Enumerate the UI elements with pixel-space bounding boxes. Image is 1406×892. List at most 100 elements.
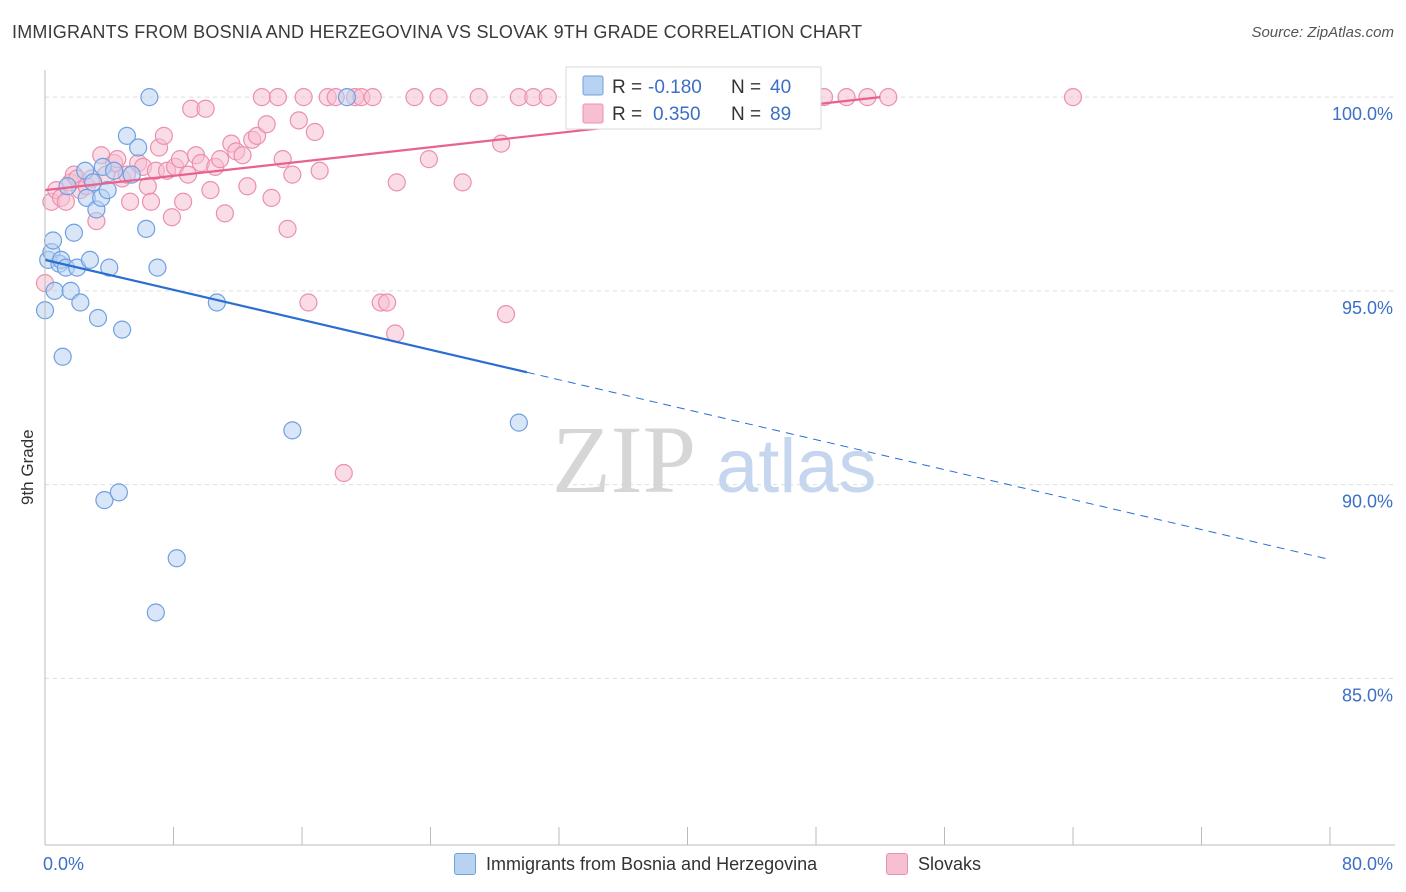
data-point-slovaks xyxy=(363,88,382,107)
data-point-slovaks xyxy=(170,150,190,169)
y-tick-label: 100.0% xyxy=(1332,104,1393,124)
data-point-slovaks xyxy=(121,192,140,211)
data-point-bosnia xyxy=(129,138,148,157)
legend-n-value-1: 40 xyxy=(770,77,791,98)
data-point-bosnia xyxy=(84,173,103,192)
chart-title: IMMIGRANTS FROM BOSNIA AND HERZEGOVINA V… xyxy=(12,22,863,42)
trend-line-bosnia xyxy=(44,258,528,374)
data-point-bosnia xyxy=(207,293,226,312)
legend-label-bosnia: Immigrants from Bosnia and Herzegovina xyxy=(486,853,818,874)
data-point-slovaks xyxy=(387,173,406,192)
y-tick-label: 95.0% xyxy=(1342,298,1393,318)
data-point-slovaks xyxy=(233,146,252,165)
y-axis-title: 9th Grade xyxy=(18,429,37,505)
data-point-slovaks xyxy=(278,219,297,238)
data-point-slovaks xyxy=(210,150,230,169)
data-point-bosnia xyxy=(283,421,302,440)
legend-swatch-blue xyxy=(582,75,604,96)
data-point-slovaks xyxy=(283,165,302,184)
data-point-slovaks xyxy=(257,115,276,134)
data-point-slovaks xyxy=(310,161,329,180)
data-point-bosnia xyxy=(88,308,108,328)
data-point-slovaks xyxy=(56,192,75,211)
legend-swatch-pink xyxy=(582,103,604,124)
data-point-slovaks xyxy=(262,188,281,207)
data-point-slovaks xyxy=(334,463,353,483)
data-point-bosnia xyxy=(80,250,100,269)
data-point-slovaks xyxy=(201,181,220,200)
data-point-slovaks xyxy=(538,88,557,107)
data-point-bosnia xyxy=(112,320,132,339)
x-tick-label: 80.0% xyxy=(1342,854,1393,874)
legend-item-slovaks[interactable]: Slovaks xyxy=(886,852,981,876)
data-point-bosnia xyxy=(146,603,165,622)
data-point-bosnia xyxy=(167,549,186,568)
legend-frame xyxy=(565,66,822,130)
data-point-bosnia xyxy=(148,258,167,277)
data-point-slovaks xyxy=(879,88,898,107)
legend-swatch-slovaks-icon xyxy=(886,853,908,875)
data-point-slovaks xyxy=(289,111,308,130)
data-point-slovaks xyxy=(268,88,288,107)
legend-r-value-1: -0.180 xyxy=(648,77,702,98)
legend-n-label-1: N = xyxy=(731,77,761,98)
legend-r-label-2: R = xyxy=(612,104,642,125)
data-point-bosnia xyxy=(43,231,63,250)
data-point-slovaks xyxy=(453,173,472,192)
data-point-slovaks xyxy=(238,177,257,196)
data-point-slovaks xyxy=(496,305,516,324)
legend-item-bosnia[interactable]: Immigrants from Bosnia and Herzegovina xyxy=(454,852,817,876)
watermark-atlas: atlas xyxy=(716,424,877,509)
data-point-slovaks xyxy=(378,293,397,312)
data-point-bosnia xyxy=(53,347,72,366)
data-point-bosnia xyxy=(98,181,117,200)
legend-r-value-2: 0.350 xyxy=(653,104,701,125)
data-point-bosnia xyxy=(71,293,90,312)
data-point-slovaks xyxy=(299,293,318,312)
data-point-bosnia xyxy=(122,165,141,184)
legend-box: R = -0.180 N = 40 R = 0.350 N = 89 xyxy=(565,66,822,130)
data-point-slovaks xyxy=(419,150,438,169)
y-tick-label: 85.0% xyxy=(1342,685,1393,705)
data-point-slovaks xyxy=(154,126,173,145)
data-point-bosnia xyxy=(109,483,128,502)
data-point-bosnia xyxy=(100,258,119,277)
data-point-slovaks xyxy=(215,204,234,223)
points-layer xyxy=(35,88,1083,622)
legend-n-label-2: N = xyxy=(731,104,761,125)
data-point-slovaks xyxy=(1063,88,1083,107)
data-point-slovaks xyxy=(247,126,267,145)
data-point-bosnia xyxy=(137,219,156,238)
data-point-slovaks xyxy=(837,88,856,107)
trend-line-bosnia-extension xyxy=(526,371,1331,561)
data-point-bosnia xyxy=(104,161,124,180)
data-point-slovaks xyxy=(252,88,271,107)
legend-n-value-2: 89 xyxy=(770,104,791,125)
data-point-bosnia xyxy=(117,126,137,145)
data-point-bosnia xyxy=(509,413,528,432)
y-tick-label: 90.0% xyxy=(1342,492,1393,512)
data-point-slovaks xyxy=(294,88,313,107)
source-label: Source: ZipAtlas.com xyxy=(1251,24,1394,41)
data-point-slovaks xyxy=(141,192,161,211)
data-point-bosnia xyxy=(64,223,84,242)
data-point-bosnia xyxy=(337,88,357,107)
legend-label-slovaks: Slovaks xyxy=(918,853,982,874)
data-point-bosnia xyxy=(95,491,114,510)
data-point-bosnia xyxy=(45,281,64,300)
data-point-slovaks xyxy=(196,99,215,118)
data-point-slovaks xyxy=(174,192,193,211)
data-point-slovaks xyxy=(305,122,324,142)
data-point-bosnia xyxy=(140,88,159,107)
data-point-slovaks xyxy=(405,88,424,107)
legend-r-label-1: R = xyxy=(612,77,642,98)
data-point-slovaks xyxy=(469,88,488,107)
data-point-bosnia xyxy=(61,281,80,300)
legend-swatch-bosnia-icon xyxy=(454,853,476,875)
watermark-zip: ZIP xyxy=(552,406,696,513)
axis-layer: 100.0% 95.0% 90.0% 85.0% 0.0% 80.0% xyxy=(43,70,1395,874)
x-tick-label: 0.0% xyxy=(43,854,84,874)
data-point-slovaks xyxy=(429,88,448,107)
data-point-slovaks xyxy=(162,208,181,227)
